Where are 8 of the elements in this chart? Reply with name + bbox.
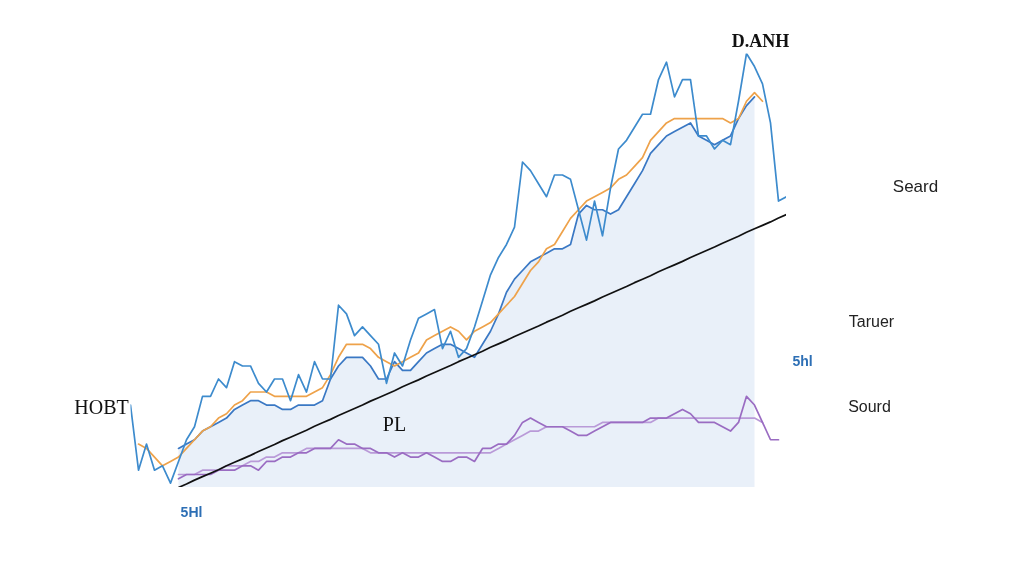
text: 5Hl: [180, 503, 203, 520]
text: HOBT: [74, 395, 129, 418]
text: Taruer: [848, 313, 895, 330]
text: Sourd: [848, 398, 891, 415]
annotation: PL: [382, 412, 407, 435]
text: 5hl: [792, 352, 813, 369]
text: Seard: [892, 177, 939, 196]
text: D.ANH: [731, 30, 790, 51]
